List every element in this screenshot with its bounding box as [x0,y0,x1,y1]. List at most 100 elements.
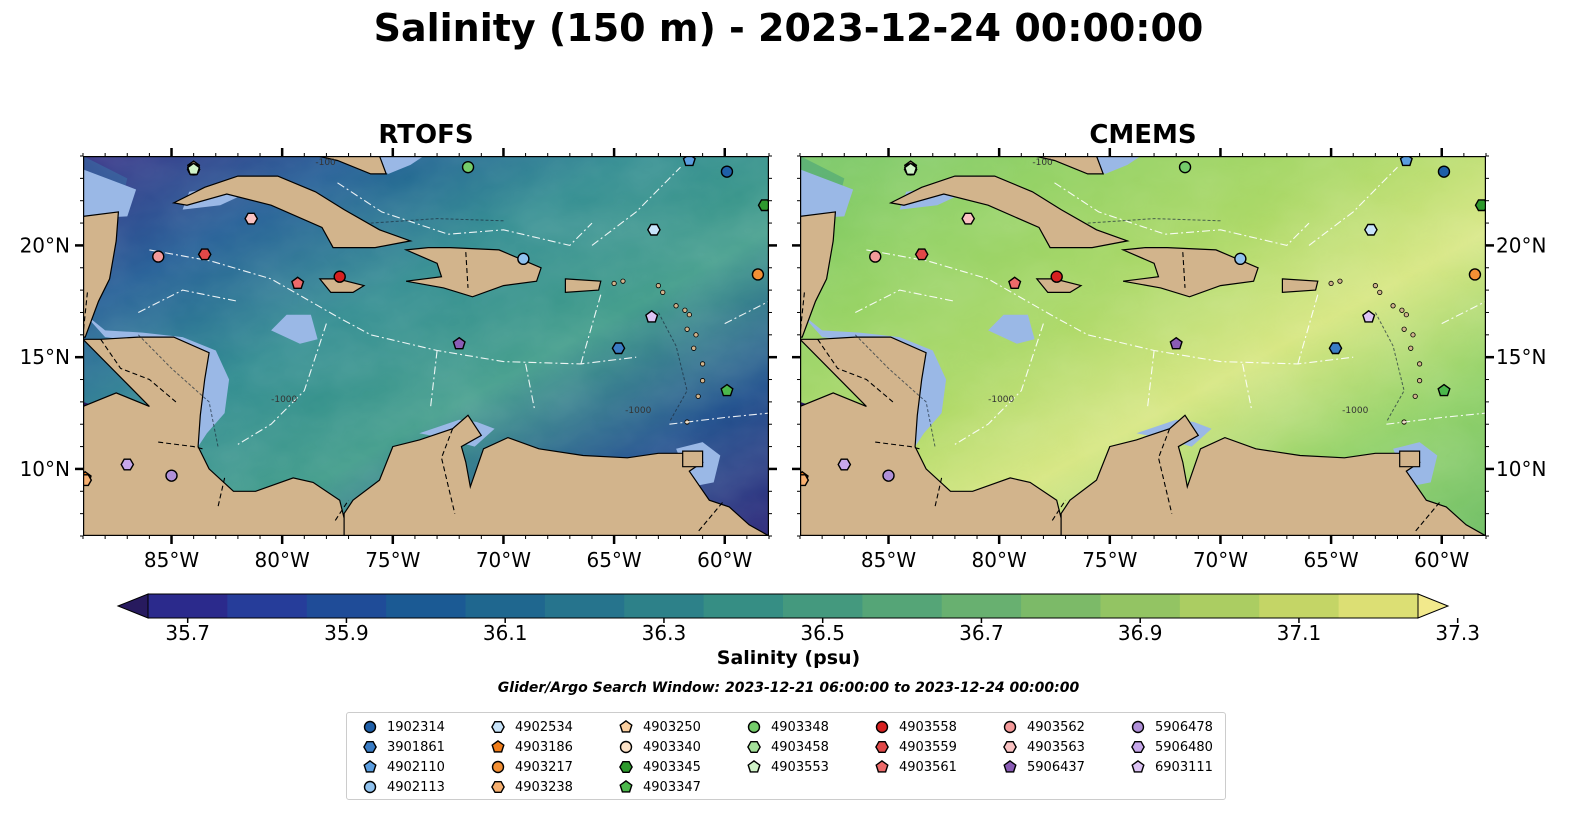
legend-label: 1902314 [387,719,445,735]
colorbar-tick-label: 35.7 [165,621,210,645]
legend-marker-4903562 [1003,720,1017,734]
border-line [934,477,943,508]
land-puertorico [564,278,602,294]
bathymetry-contour [1087,218,1221,224]
legend-label: 4903563 [1027,739,1085,755]
colorbar-tick-label: 37.1 [1277,621,1322,645]
colorbar-segment [1100,594,1181,618]
x-tick-label: 80°W [972,548,1027,572]
eez-line [954,323,1044,445]
colorbar-segment [1021,594,1101,618]
eez-line [149,249,637,365]
float-marker-4903348 [461,160,475,174]
colorbar-segment [1259,594,1340,618]
land-trinidad [1399,450,1421,468]
x-tick-label: 75°W [365,548,420,572]
float-marker-4902534 [1363,223,1378,236]
colorbar-segment [862,594,943,618]
island [1328,280,1334,287]
float-marker-4903347 [1437,383,1451,397]
shelf-region [988,314,1035,344]
land-bahamas [317,156,404,175]
legend-label: 4903348 [771,719,829,735]
land-cuba [888,175,1130,249]
island [1372,283,1378,289]
float-marker-4903348 [1178,160,1192,174]
border-line [217,477,226,508]
circle-marker-icon [1003,720,1017,734]
legend-column: 4903250 4903340 4903345 4903347 [615,717,701,797]
legend-label: 4903347 [643,779,701,795]
hexagon-marker-icon [619,761,633,774]
eez-line [580,294,602,365]
colorbar-tick-label: 36.3 [642,621,687,645]
colorbar-segment [227,594,308,618]
legend-column: 4903562 4903563 5906437 [999,717,1085,777]
hexagon-marker-icon [491,721,505,734]
float-marker-4903345 [1474,199,1486,212]
legend-label: 4903561 [899,759,957,775]
x-tick-label: 60°W [697,548,752,572]
island [1403,312,1409,318]
legend-label: 4903238 [515,779,573,795]
map-cmems: -1000 -1000 -100 [800,156,1486,536]
legend-label: 4903250 [643,719,701,735]
legend-marker-5906437 [1003,760,1017,773]
legend-label: 4903340 [643,739,701,755]
colorbar-segment [148,594,228,618]
colorbar-tick-label: 36.1 [483,621,528,645]
legend-marker-4903561 [875,760,889,773]
contour-label: -100 [1032,158,1053,168]
island [1399,307,1405,313]
legend-label: 4903458 [771,739,829,755]
colorbar-segment [941,594,1022,618]
float-marker-4903559 [914,248,929,261]
eez-line [866,249,1354,365]
pentagon-marker-icon [619,720,633,733]
colorbar-tick-label: 37.3 [1435,621,1480,645]
colorbar-frame [147,593,1419,619]
float-marker-5906478 [165,469,178,482]
circle-marker-icon [491,760,505,774]
land-cuba [171,175,413,249]
bathymetry-contour [657,312,688,423]
float-marker-5906480 [837,458,852,471]
eez-line [1054,182,1310,247]
float-marker-4903238 [83,474,93,487]
border-line [817,338,894,403]
legend-column: 4903558 4903559 4903561 [871,717,957,777]
legend-item-4903217: 4903217 [487,757,573,777]
island [691,345,697,351]
colorbar-segment [544,594,625,618]
land-central [800,336,1067,536]
legend-label: 5906478 [1155,719,1213,735]
colorbar-tick-label: 36.7 [959,621,1004,645]
island [1377,289,1383,295]
bathymetry-contour [137,334,219,447]
colorbar-segment [1338,594,1419,618]
legend-item-6903111: 6903111 [1127,757,1213,777]
legend-item-4903558: 4903558 [871,717,957,737]
float-marker-6903111 [1362,309,1376,323]
legend-label: 4903553 [771,759,829,775]
colorbar-tick-label: 35.9 [324,621,369,645]
eez-line [1146,350,1155,409]
island [1390,303,1396,309]
circle-marker-icon [619,740,633,754]
land-bahamas [1034,156,1121,175]
circle-marker-icon [875,720,889,734]
legend-label: 4903559 [899,739,957,755]
island [620,278,626,284]
legend-marker-4903340 [619,740,633,754]
float-marker-3901861 [611,342,626,355]
legend-item-4903345: 4903345 [615,757,701,777]
legend-label: 4902113 [387,779,445,795]
island [673,303,679,309]
border-line [440,428,456,514]
legend-label: 4903217 [515,759,573,775]
float-marker-5906437 [1169,336,1183,350]
eez-line [669,412,769,425]
legend-label: 5906437 [1027,759,1085,775]
eez-line [591,166,681,246]
float-marker-4903553 [186,162,201,175]
